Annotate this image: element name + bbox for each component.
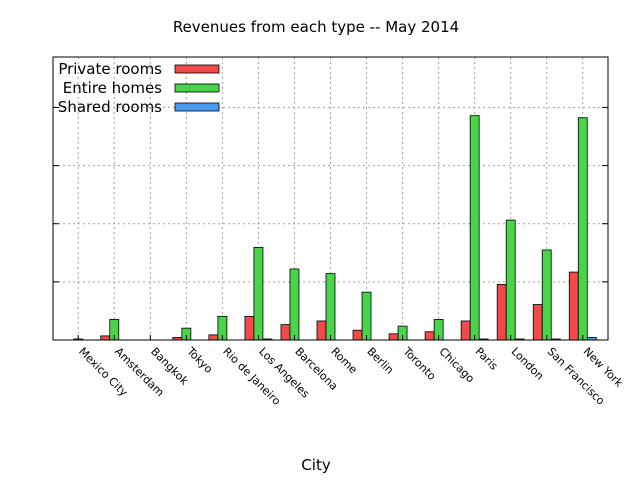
bar-private-rooms-berlin <box>352 329 363 341</box>
bar-private-rooms-barcelona <box>280 324 291 341</box>
bar-entire-homes-new-york <box>577 117 588 341</box>
bar-private-rooms-los-angeles <box>244 315 255 341</box>
bar-entire-homes-los-angeles <box>253 246 264 341</box>
bar-entire-homes-paris <box>469 115 480 341</box>
x-axis-label: City <box>301 456 331 474</box>
legend-label: Entire homes <box>63 79 162 97</box>
bar-private-rooms-rio-de-janeiro <box>208 334 219 341</box>
bar-private-rooms-rome <box>316 320 327 341</box>
x-tick-label: Tokyo <box>184 344 216 376</box>
bar-entire-homes-barcelona <box>289 268 300 341</box>
bar-entire-homes-rome <box>325 273 336 341</box>
bar-private-rooms-london <box>496 284 507 341</box>
x-tick-label: London <box>509 345 547 383</box>
bar-private-rooms-amsterdam <box>100 335 111 341</box>
legend-swatch <box>174 64 220 74</box>
bars <box>73 115 597 341</box>
x-tick-label: Toronto <box>400 344 439 383</box>
bar-private-rooms-san-francisco <box>532 304 543 341</box>
x-tick-label: Rome <box>328 345 360 377</box>
legend-swatch <box>174 102 220 112</box>
bar-private-rooms-toronto <box>388 333 399 341</box>
bar-entire-homes-san-francisco <box>541 249 552 341</box>
chart-title: Revenues from each type -- May 2014 <box>173 18 459 36</box>
bar-private-rooms-chicago <box>424 331 435 341</box>
legend-label: Private rooms <box>58 60 162 78</box>
bar-entire-homes-berlin <box>361 291 372 341</box>
x-tick-label: Paris <box>473 345 501 373</box>
bar-private-rooms-new-york <box>568 271 579 341</box>
legend-label: Shared rooms <box>58 98 162 116</box>
legend-swatch <box>174 83 220 93</box>
x-tick-label: Chicago <box>436 345 477 386</box>
bar-private-rooms-paris <box>460 320 471 341</box>
x-tick-label: Berlin <box>364 345 396 377</box>
bar-entire-homes-london <box>505 219 516 341</box>
y-ticks <box>53 106 608 283</box>
